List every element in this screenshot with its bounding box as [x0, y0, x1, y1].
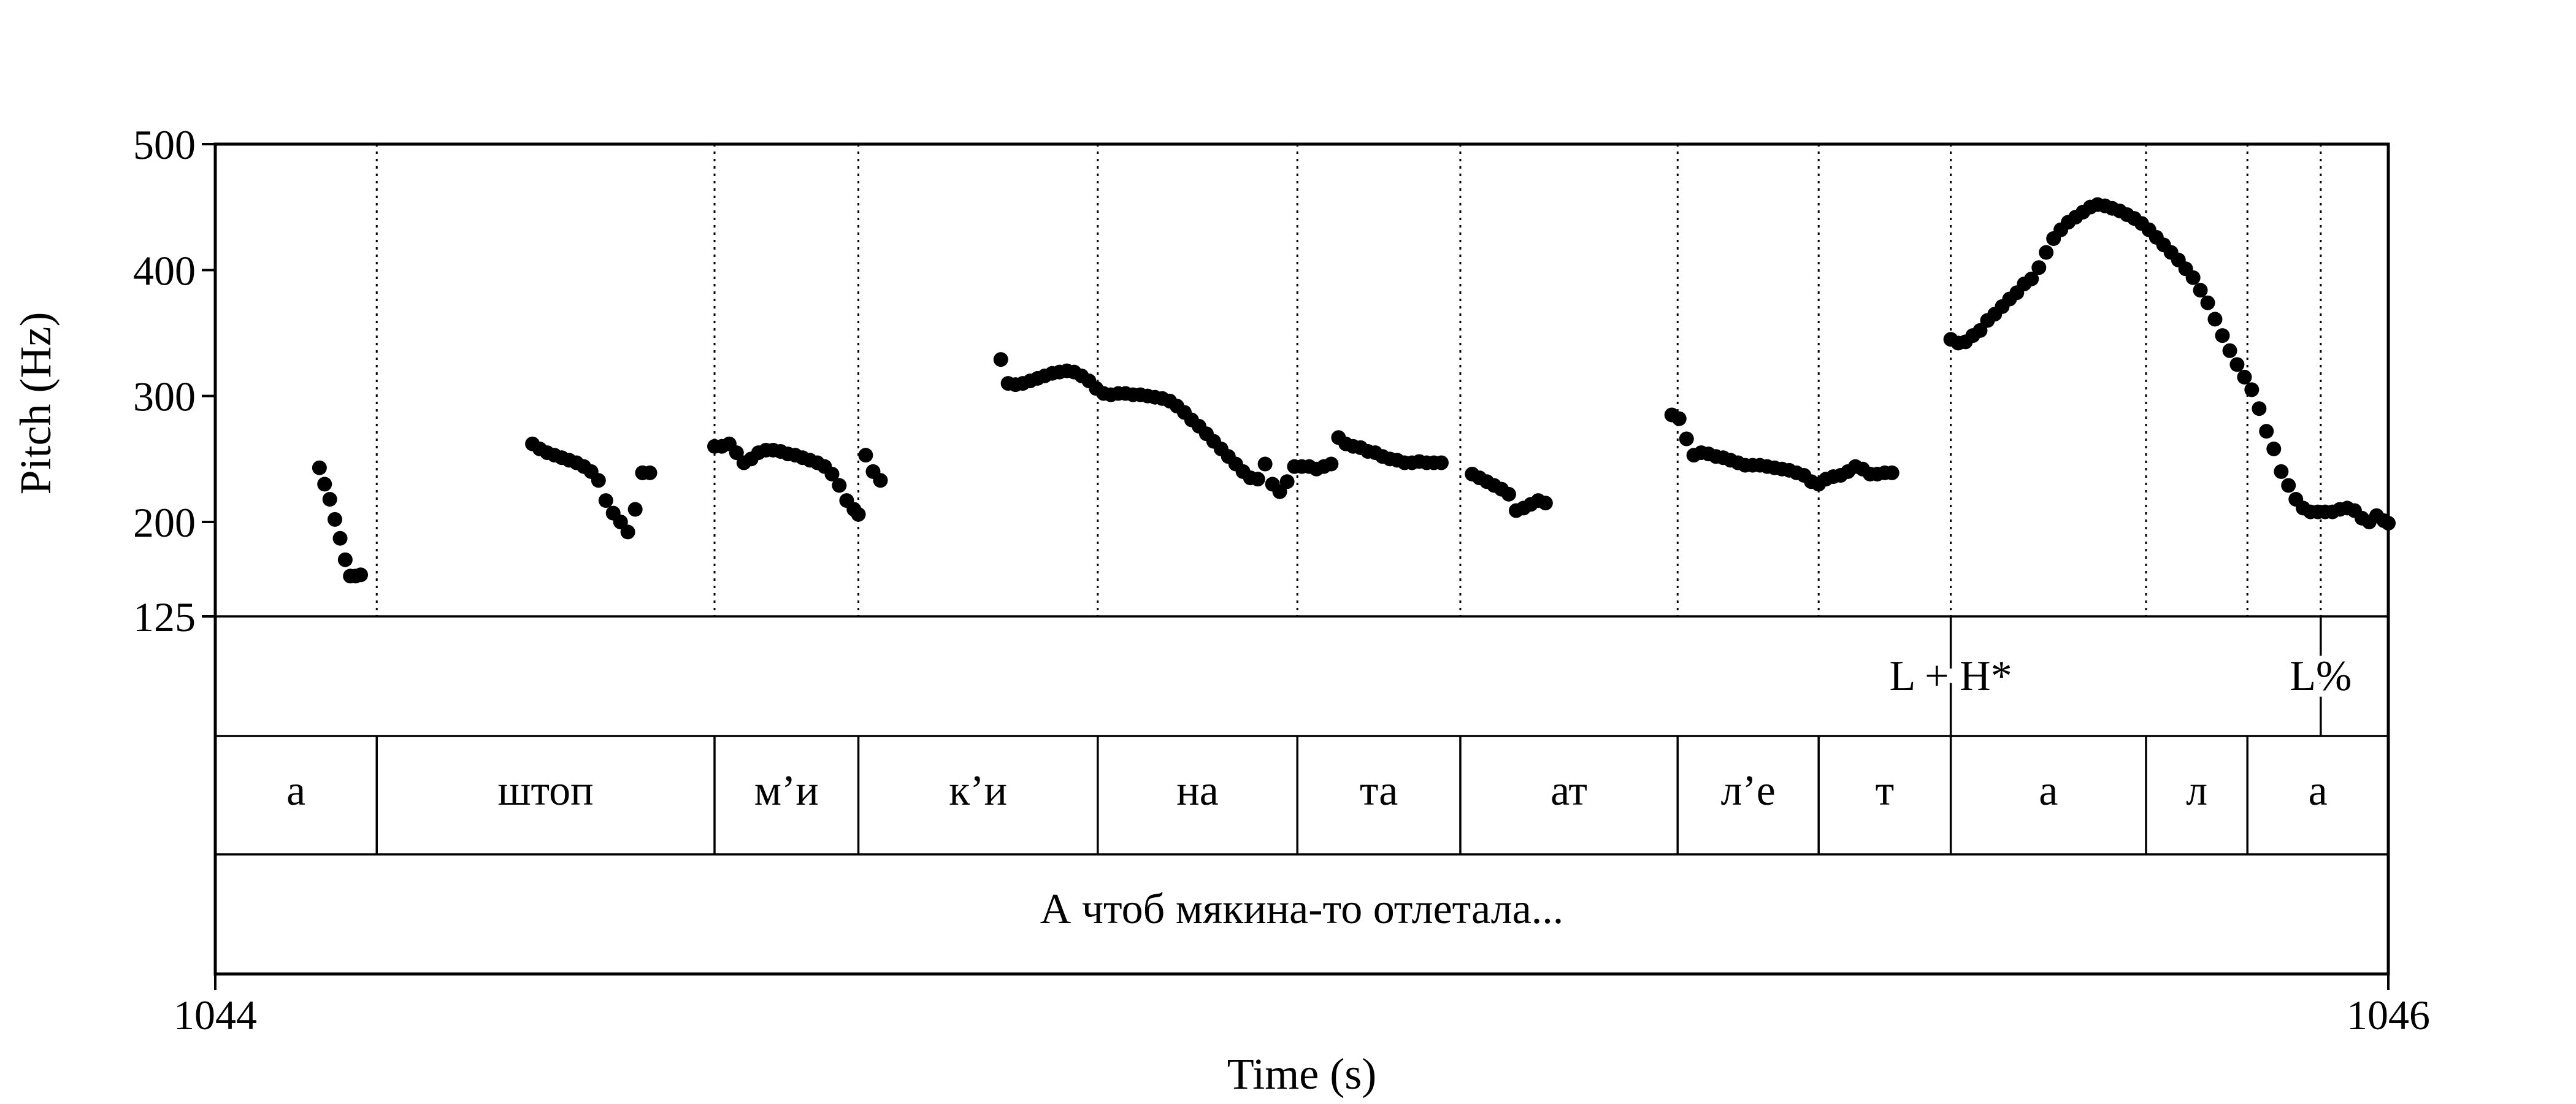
pitch-point: [1250, 472, 1265, 487]
pitch-point: [1433, 455, 1449, 470]
pitch-point: [2031, 260, 2047, 275]
pitch-point: [2039, 245, 2054, 260]
pitch-point: [642, 465, 657, 480]
pitch-point: [317, 477, 332, 492]
axis-ticks: 125 200 300 400 500 1044 1046: [133, 121, 2430, 1038]
pitch-point: [2024, 271, 2039, 286]
pitch-point: [1884, 465, 1899, 480]
pitch-point: [332, 531, 348, 546]
pitch-point: [832, 478, 847, 493]
syllable-label: м’и: [754, 767, 819, 815]
pitch-point: [993, 352, 1008, 367]
syllable-label: на: [1176, 767, 1219, 815]
pitch-point: [627, 502, 643, 517]
x-tick-label: 1046: [2347, 992, 2430, 1038]
outer-frame: [213, 142, 2390, 976]
pitch-point: [2185, 270, 2201, 285]
pitch-point: [2237, 369, 2252, 385]
syllable-label: л’е: [1721, 767, 1776, 815]
pitch-point: [2215, 328, 2230, 343]
plot-frame: [213, 142, 2390, 976]
pitch-point: [2200, 295, 2215, 310]
y-tick-label: 300: [133, 374, 196, 420]
pitch-point: [1972, 323, 1988, 338]
pitch-point: [1324, 456, 1339, 472]
y-tick-label: 400: [133, 247, 196, 294]
syllable-label: т: [1876, 767, 1895, 815]
x-axis-title: Time (s): [1227, 1049, 1376, 1098]
sentence-tier-label: А чтоб мякина-то отлетала...: [1040, 886, 1564, 933]
tone-label: L%: [2290, 653, 2352, 700]
syllable-label: а: [286, 767, 305, 815]
pitch-point: [851, 507, 866, 522]
pitch-point: [2266, 441, 2282, 456]
pitch-point: [873, 473, 888, 488]
pitch-point: [2207, 312, 2223, 327]
syllable-label: а: [2309, 767, 2328, 815]
syllable-label: штоп: [498, 767, 594, 815]
pitch-point: [2193, 283, 2208, 298]
pitch-point: [729, 445, 744, 461]
pitch-point: [2252, 401, 2267, 416]
annotation-tiers: А чтоб мякина-то отлетала... L + H* L% а шт…: [286, 616, 2358, 933]
pitch-point: [2244, 382, 2260, 397]
pitch-point: [591, 473, 606, 488]
syllable-label: а: [2039, 767, 2058, 815]
tone-label: L + H*: [1890, 653, 2012, 700]
pitch-points: [312, 197, 2396, 584]
pitch-point: [322, 492, 337, 507]
pitch-point: [824, 466, 840, 481]
pitch-point: [328, 512, 343, 527]
pitch-point: [2274, 464, 2289, 479]
y-tick-label: 500: [133, 121, 196, 168]
pitch-point: [1679, 431, 1694, 447]
pitch-point: [598, 493, 613, 508]
pitch-point: [858, 448, 873, 463]
y-tick-label: 125: [133, 594, 196, 640]
y-axis-title: Pitch (Hz): [11, 312, 60, 495]
pitch-point: [337, 552, 353, 567]
pitch-point: [312, 460, 327, 475]
pitch-point: [1272, 484, 1287, 499]
pitch-point: [1538, 496, 1553, 511]
syllable-label: л: [2186, 767, 2207, 815]
interval-boundaries: [375, 144, 2322, 616]
y-tick-label: 200: [133, 499, 196, 546]
pitch-point: [353, 567, 369, 583]
pitch-point: [1257, 456, 1273, 472]
pitch-point: [2229, 357, 2245, 372]
pitch-point: [1671, 411, 1687, 426]
pitch-point: [1501, 486, 1516, 502]
syllable-label: к’и: [949, 767, 1007, 815]
pitch-point: [1279, 474, 1295, 489]
x-tick-label: 1044: [174, 992, 257, 1038]
syllable-label: ат: [1551, 767, 1587, 815]
syllable-label: та: [1360, 767, 1398, 815]
pitch-point: [2259, 424, 2274, 439]
pitch-point: [620, 524, 635, 540]
pitch-point: [2281, 478, 2296, 493]
pitch-point: [2222, 343, 2237, 358]
